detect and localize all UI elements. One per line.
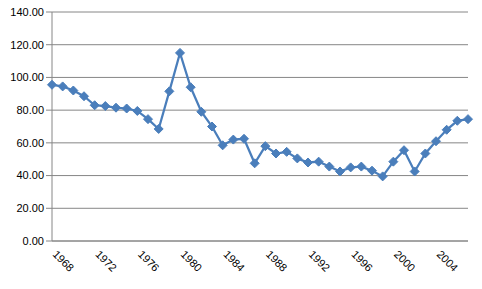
svg-text:120.00: 120.00 (10, 39, 44, 51)
svg-text:0.00: 0.00 (23, 235, 44, 247)
svg-text:1988: 1988 (264, 248, 290, 274)
svg-text:1968: 1968 (51, 248, 77, 274)
svg-text:1972: 1972 (93, 248, 119, 274)
svg-text:2004: 2004 (435, 248, 461, 274)
svg-text:1996: 1996 (349, 248, 375, 274)
svg-text:1992: 1992 (307, 248, 333, 274)
svg-text:40.00: 40.00 (16, 169, 44, 181)
svg-text:140.00: 140.00 (10, 6, 44, 18)
svg-text:20.00: 20.00 (16, 202, 44, 214)
svg-text:2000: 2000 (392, 248, 418, 274)
svg-text:80.00: 80.00 (16, 104, 44, 116)
svg-text:1980: 1980 (179, 248, 205, 274)
svg-text:60.00: 60.00 (16, 137, 44, 149)
svg-text:100.00: 100.00 (10, 71, 44, 83)
svg-text:1984: 1984 (221, 248, 247, 274)
svg-text:1976: 1976 (136, 248, 162, 274)
